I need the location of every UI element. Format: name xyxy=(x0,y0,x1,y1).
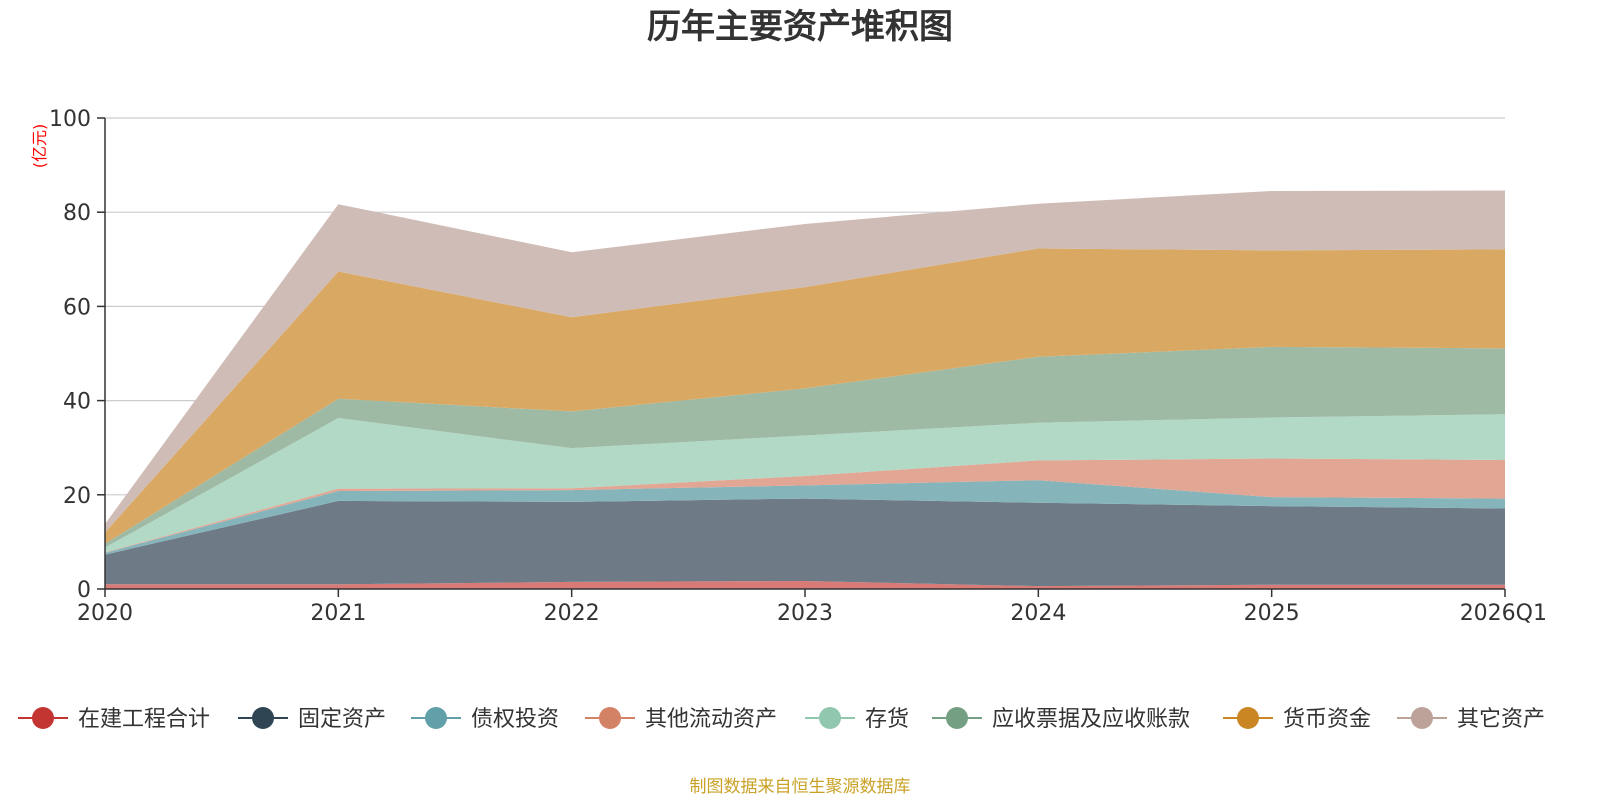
x-tick-label-2026Q1: 2026Q1 xyxy=(1460,601,1547,626)
legend-item-8[interactable]: 其它资产 xyxy=(1397,707,1545,732)
legend-item-7[interactable]: 货币资金 xyxy=(1223,707,1371,732)
y-tick-label-80: 80 xyxy=(63,201,91,226)
chart-title: 历年主要资产堆积图 xyxy=(647,7,953,47)
legend-marker-1 xyxy=(32,707,54,729)
x-tick-label-2021: 2021 xyxy=(310,601,366,626)
x-tick-label-2023: 2023 xyxy=(777,601,833,626)
area-series-4 xyxy=(105,458,1505,553)
y-tick-label-20: 20 xyxy=(63,484,91,509)
x-tick-label-2020: 2020 xyxy=(77,601,133,626)
legend-item-1[interactable]: 在建工程合计 xyxy=(18,707,210,732)
x-tick-label-2024: 2024 xyxy=(1010,601,1066,626)
legend-marker-7 xyxy=(1237,707,1259,729)
legend-label-6: 应收票据及应收账款 xyxy=(992,707,1190,732)
legend-item-6[interactable]: 应收票据及应收账款 xyxy=(932,707,1190,732)
legend-label-4: 其他流动资产 xyxy=(645,707,777,732)
legend-label-7: 货币资金 xyxy=(1283,707,1371,732)
area-series-3 xyxy=(105,480,1505,555)
x-tick-label-2022: 2022 xyxy=(544,601,600,626)
source-note: 制图数据来自恒生聚源数据库 xyxy=(690,777,911,797)
legend-label-1: 在建工程合计 xyxy=(78,707,210,732)
legend-marker-8 xyxy=(1411,707,1433,729)
area-series-7 xyxy=(105,248,1505,544)
legend-marker-4 xyxy=(599,707,621,729)
legend-label-3: 债权投资 xyxy=(471,707,559,732)
legend-label-8: 其它资产 xyxy=(1457,707,1545,732)
legend[interactable]: 在建工程合计 固定资产 债权投资 其他流动资产 存货 应收票据及应收账款 货币资金 其它资产 xyxy=(18,707,1545,732)
legend-item-2[interactable]: 固定资产 xyxy=(238,707,386,732)
area-series-8 xyxy=(105,190,1505,533)
legend-marker-3 xyxy=(425,707,447,729)
legend-marker-2 xyxy=(252,707,274,729)
area-series-5 xyxy=(105,414,1505,553)
legend-item-3[interactable]: 债权投资 xyxy=(411,707,559,732)
area-series-2 xyxy=(105,498,1505,587)
axes: 0 20 40 60 80 100 2020 2021 2022 2023 2024 2025 2026… xyxy=(49,107,1547,626)
area-series-6 xyxy=(105,346,1505,548)
y-tick-label-40: 40 xyxy=(63,390,91,415)
y-tick-label-60: 60 xyxy=(63,295,91,320)
legend-marker-5 xyxy=(819,707,841,729)
y-tick-label-0: 0 xyxy=(77,578,91,603)
legend-item-4[interactable]: 其他流动资产 xyxy=(585,707,777,732)
x-tick-label-2025: 2025 xyxy=(1244,601,1300,626)
legend-label-5: 存货 xyxy=(865,707,909,732)
legend-marker-6 xyxy=(946,707,968,729)
legend-label-2: 固定资产 xyxy=(298,707,386,732)
y-axis-unit-label: (亿元) xyxy=(30,124,49,169)
area-series-group xyxy=(105,190,1505,589)
y-tick-label-100: 100 xyxy=(49,107,91,132)
area-series-1 xyxy=(105,580,1505,589)
legend-item-5[interactable]: 存货 xyxy=(805,707,909,732)
